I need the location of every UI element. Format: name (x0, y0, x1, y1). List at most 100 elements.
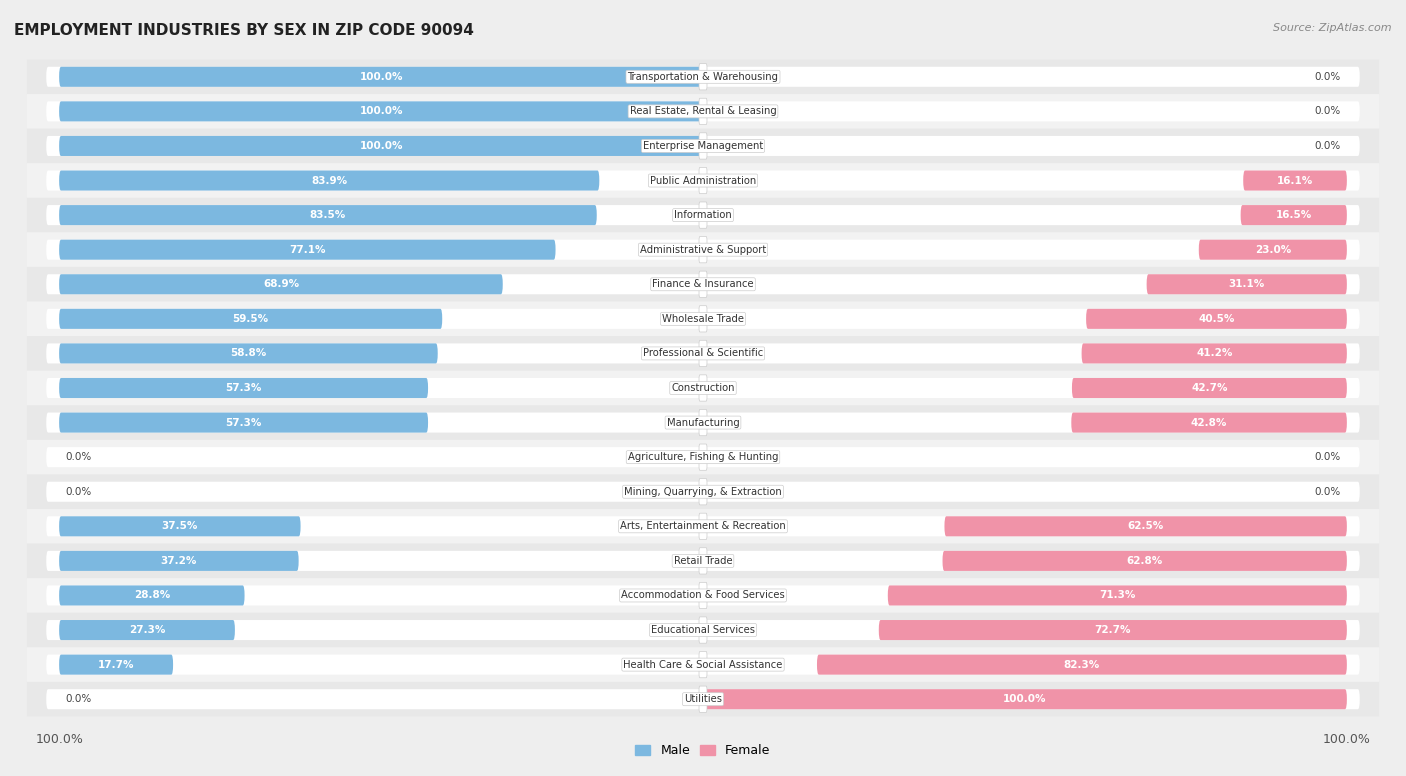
Text: Retail Trade: Retail Trade (673, 556, 733, 566)
FancyBboxPatch shape (59, 516, 301, 536)
Text: 57.3%: 57.3% (225, 383, 262, 393)
FancyBboxPatch shape (46, 344, 1360, 363)
Text: Administrative & Support: Administrative & Support (640, 244, 766, 255)
FancyBboxPatch shape (46, 620, 1360, 640)
FancyBboxPatch shape (27, 682, 1379, 716)
FancyBboxPatch shape (27, 405, 1379, 440)
Text: 0.0%: 0.0% (1315, 106, 1341, 116)
FancyBboxPatch shape (59, 344, 437, 363)
Legend: Male, Female: Male, Female (630, 740, 776, 762)
FancyBboxPatch shape (59, 378, 427, 398)
FancyBboxPatch shape (699, 168, 707, 194)
Text: Mining, Quarrying, & Extraction: Mining, Quarrying, & Extraction (624, 487, 782, 497)
FancyBboxPatch shape (59, 413, 427, 432)
FancyBboxPatch shape (1240, 205, 1347, 225)
Text: Educational Services: Educational Services (651, 625, 755, 635)
FancyBboxPatch shape (703, 689, 1347, 709)
FancyBboxPatch shape (27, 60, 1379, 94)
Text: Construction: Construction (671, 383, 735, 393)
Text: 0.0%: 0.0% (65, 452, 91, 462)
Text: Public Administration: Public Administration (650, 175, 756, 185)
Text: 42.7%: 42.7% (1191, 383, 1227, 393)
Text: 0.0%: 0.0% (1315, 72, 1341, 81)
Text: 83.5%: 83.5% (309, 210, 346, 220)
Text: 57.3%: 57.3% (225, 417, 262, 428)
FancyBboxPatch shape (879, 620, 1347, 640)
FancyBboxPatch shape (699, 375, 707, 401)
Text: 0.0%: 0.0% (65, 487, 91, 497)
Text: 0.0%: 0.0% (1315, 487, 1341, 497)
FancyBboxPatch shape (699, 64, 707, 90)
FancyBboxPatch shape (27, 509, 1379, 544)
Text: 71.3%: 71.3% (1099, 591, 1136, 601)
Text: Real Estate, Rental & Leasing: Real Estate, Rental & Leasing (630, 106, 776, 116)
Text: Professional & Scientific: Professional & Scientific (643, 348, 763, 359)
Text: 0.0%: 0.0% (65, 695, 91, 704)
FancyBboxPatch shape (699, 271, 707, 297)
FancyBboxPatch shape (59, 205, 596, 225)
FancyBboxPatch shape (46, 447, 1360, 467)
Text: Accommodation & Food Services: Accommodation & Food Services (621, 591, 785, 601)
FancyBboxPatch shape (59, 274, 503, 294)
Text: Health Care & Social Assistance: Health Care & Social Assistance (623, 660, 783, 670)
FancyBboxPatch shape (699, 548, 707, 574)
Text: EMPLOYMENT INDUSTRIES BY SEX IN ZIP CODE 90094: EMPLOYMENT INDUSTRIES BY SEX IN ZIP CODE… (14, 23, 474, 38)
FancyBboxPatch shape (699, 582, 707, 608)
Text: 59.5%: 59.5% (232, 314, 269, 324)
Text: Wholesale Trade: Wholesale Trade (662, 314, 744, 324)
Text: 82.3%: 82.3% (1064, 660, 1099, 670)
Text: 23.0%: 23.0% (1254, 244, 1291, 255)
Text: 16.1%: 16.1% (1277, 175, 1313, 185)
Text: 0.0%: 0.0% (1315, 452, 1341, 462)
FancyBboxPatch shape (59, 171, 599, 191)
FancyBboxPatch shape (1147, 274, 1347, 294)
FancyBboxPatch shape (59, 655, 173, 674)
Text: Enterprise Management: Enterprise Management (643, 141, 763, 151)
FancyBboxPatch shape (699, 133, 707, 159)
FancyBboxPatch shape (27, 474, 1379, 509)
FancyBboxPatch shape (699, 686, 707, 712)
FancyBboxPatch shape (46, 378, 1360, 398)
FancyBboxPatch shape (46, 413, 1360, 432)
FancyBboxPatch shape (27, 163, 1379, 198)
FancyBboxPatch shape (46, 274, 1360, 294)
FancyBboxPatch shape (46, 551, 1360, 571)
Text: 0.0%: 0.0% (1315, 141, 1341, 151)
FancyBboxPatch shape (27, 302, 1379, 336)
FancyBboxPatch shape (46, 689, 1360, 709)
Text: 83.9%: 83.9% (311, 175, 347, 185)
Text: 28.8%: 28.8% (134, 591, 170, 601)
FancyBboxPatch shape (699, 99, 707, 124)
FancyBboxPatch shape (46, 102, 1360, 121)
FancyBboxPatch shape (1199, 240, 1347, 260)
FancyBboxPatch shape (27, 267, 1379, 302)
Text: 37.2%: 37.2% (160, 556, 197, 566)
FancyBboxPatch shape (46, 655, 1360, 674)
FancyBboxPatch shape (46, 171, 1360, 191)
FancyBboxPatch shape (1081, 344, 1347, 363)
FancyBboxPatch shape (699, 341, 707, 366)
Text: Utilities: Utilities (683, 695, 723, 704)
FancyBboxPatch shape (27, 94, 1379, 129)
FancyBboxPatch shape (945, 516, 1347, 536)
FancyBboxPatch shape (699, 444, 707, 470)
FancyBboxPatch shape (699, 652, 707, 677)
FancyBboxPatch shape (59, 585, 245, 605)
Text: 17.7%: 17.7% (98, 660, 135, 670)
Text: 31.1%: 31.1% (1229, 279, 1265, 289)
FancyBboxPatch shape (46, 136, 1360, 156)
Text: 72.7%: 72.7% (1095, 625, 1130, 635)
FancyBboxPatch shape (59, 240, 555, 260)
Text: Manufacturing: Manufacturing (666, 417, 740, 428)
FancyBboxPatch shape (1243, 171, 1347, 191)
Text: 100.0%: 100.0% (360, 72, 402, 81)
Text: Transportation & Warehousing: Transportation & Warehousing (627, 72, 779, 81)
FancyBboxPatch shape (46, 205, 1360, 225)
FancyBboxPatch shape (46, 309, 1360, 329)
Text: 37.5%: 37.5% (162, 521, 198, 532)
FancyBboxPatch shape (59, 136, 703, 156)
Text: 100.0%: 100.0% (360, 141, 402, 151)
FancyBboxPatch shape (27, 613, 1379, 647)
Text: Source: ZipAtlas.com: Source: ZipAtlas.com (1274, 23, 1392, 33)
FancyBboxPatch shape (699, 237, 707, 263)
